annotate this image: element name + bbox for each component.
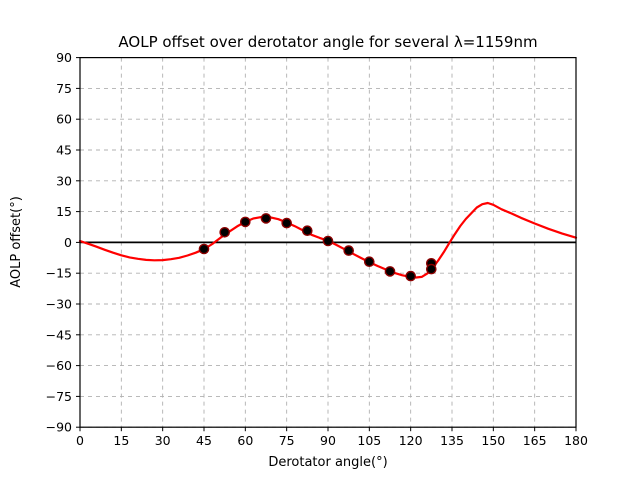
y-tick-label: −90 bbox=[46, 420, 72, 435]
x-tick-label: 90 bbox=[320, 433, 336, 448]
x-tick-label: 60 bbox=[237, 433, 253, 448]
measured-points-marker bbox=[260, 213, 272, 224]
measured-points-marker bbox=[219, 226, 230, 238]
measured-points-marker bbox=[322, 235, 334, 247]
y-tick-label: −30 bbox=[46, 297, 72, 312]
x-tick-label: 150 bbox=[481, 433, 505, 448]
measured-points-marker bbox=[405, 270, 417, 282]
x-tick-label: 15 bbox=[113, 433, 129, 448]
y-tick-label: 60 bbox=[56, 112, 72, 127]
measured-points-marker bbox=[384, 266, 396, 277]
y-tick-label: 30 bbox=[56, 173, 72, 188]
x-tick-label: 105 bbox=[357, 433, 381, 448]
data-layer bbox=[78, 201, 578, 282]
axes-box bbox=[79, 56, 577, 428]
y-tick-label: −15 bbox=[46, 266, 72, 281]
measured-points-marker bbox=[198, 243, 210, 255]
model-curve-line bbox=[78, 201, 578, 279]
measured-points-marker bbox=[343, 245, 355, 256]
measured-points-marker bbox=[239, 216, 251, 228]
y-axis-label: AOLP offset(°) bbox=[9, 196, 24, 288]
y-tick-label: 90 bbox=[56, 50, 72, 65]
y-tick-label: 0 bbox=[64, 235, 72, 250]
measured-points-marker bbox=[425, 263, 437, 275]
y-tick-label: −75 bbox=[46, 389, 72, 404]
y-tick-label: −60 bbox=[46, 358, 72, 373]
y-tick-label: 45 bbox=[56, 143, 72, 158]
measured-points-marker bbox=[363, 256, 375, 268]
y-tick-label: −45 bbox=[46, 327, 72, 342]
x-tick-label: 120 bbox=[399, 433, 423, 448]
measured-points-marker bbox=[281, 217, 293, 229]
y-tick-label: 75 bbox=[56, 81, 72, 96]
x-tick-label: 0 bbox=[76, 433, 84, 448]
x-tick-label: 75 bbox=[279, 433, 295, 448]
x-tick-label: 30 bbox=[155, 433, 171, 448]
x-axis-label: Derotator angle(°) bbox=[268, 455, 387, 470]
x-tick-label: 45 bbox=[196, 433, 212, 448]
x-tick-label: 135 bbox=[440, 433, 464, 448]
x-tick-label: 180 bbox=[564, 433, 588, 448]
x-tick-label: 165 bbox=[523, 433, 547, 448]
chart-title: AOLP offset over derotator angle for sev… bbox=[118, 33, 537, 51]
measured-points-marker bbox=[301, 225, 313, 236]
axes-layer: 0 15 30 45 60 75 90 105 120 135 150 165 180−90−75−60… bbox=[46, 50, 588, 448]
y-tick-label: 15 bbox=[56, 204, 72, 219]
